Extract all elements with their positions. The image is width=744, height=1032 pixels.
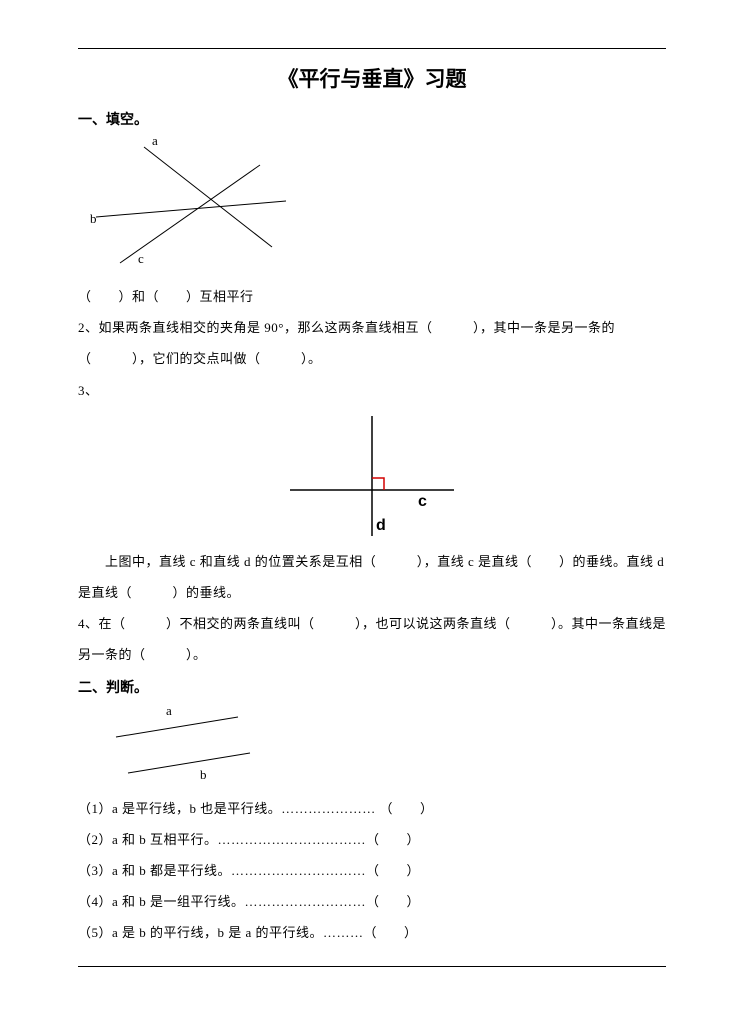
q3-text: 上图中，直线 c 和直线 d 的位置关系是互相（ ），直线 c 是直线（ ）的垂… <box>78 546 666 608</box>
s2-item-4: （4）a 和 b 是一组平行线。………………………（ ） <box>78 886 666 917</box>
s2-item-5: （5）a 是 b 的平行线，b 是 a 的平行线。………（ ） <box>78 917 666 948</box>
figure-3: a b <box>102 707 666 787</box>
figure-2-svg: c d <box>272 410 472 540</box>
s2-item-1: （1）a 是平行线，b 也是平行线。………………… （ ） <box>78 793 666 824</box>
figure-1: a b c <box>90 139 666 269</box>
fig1-label-c: c <box>138 251 144 266</box>
figure-2: c d <box>78 410 666 540</box>
q1-text: （ ）和（ ）互相平行 <box>78 281 666 312</box>
figure-3-svg: a b <box>102 707 272 787</box>
section1-heading: 一、填空。 <box>78 109 666 129</box>
fig1-label-a: a <box>152 139 158 148</box>
figure-1-svg: a b c <box>90 139 290 269</box>
fig2-label-d: d <box>376 517 386 534</box>
q4-text: 4、在（ ）不相交的两条直线叫（ ），也可以说这两条直线（ ）。其中一条直线是另… <box>78 608 666 670</box>
rule-bottom <box>78 966 666 967</box>
rule-top <box>78 48 666 49</box>
q3-label: 3、 <box>78 375 666 406</box>
q2-text: 2、如果两条直线相交的夹角是 90°，那么这两条直线相互（ ），其中一条是另一条… <box>78 312 666 374</box>
fig2-label-c: c <box>418 493 427 510</box>
page: 《平行与垂直》习题 一、填空。 a b c （ ）和（ ）互相平行 2、如果两条… <box>0 0 744 997</box>
s2-item-3: （3）a 和 b 都是平行线。…………………………（ ） <box>78 855 666 886</box>
section2-heading: 二、判断。 <box>78 677 666 697</box>
fig3-label-b: b <box>200 767 207 782</box>
s2-item-2: （2）a 和 b 互相平行。……………………………（ ） <box>78 824 666 855</box>
page-title: 《平行与垂直》习题 <box>78 63 666 93</box>
fig1-label-b: b <box>90 211 97 226</box>
right-angle-mark <box>372 478 384 490</box>
fig3-label-a: a <box>166 707 172 718</box>
